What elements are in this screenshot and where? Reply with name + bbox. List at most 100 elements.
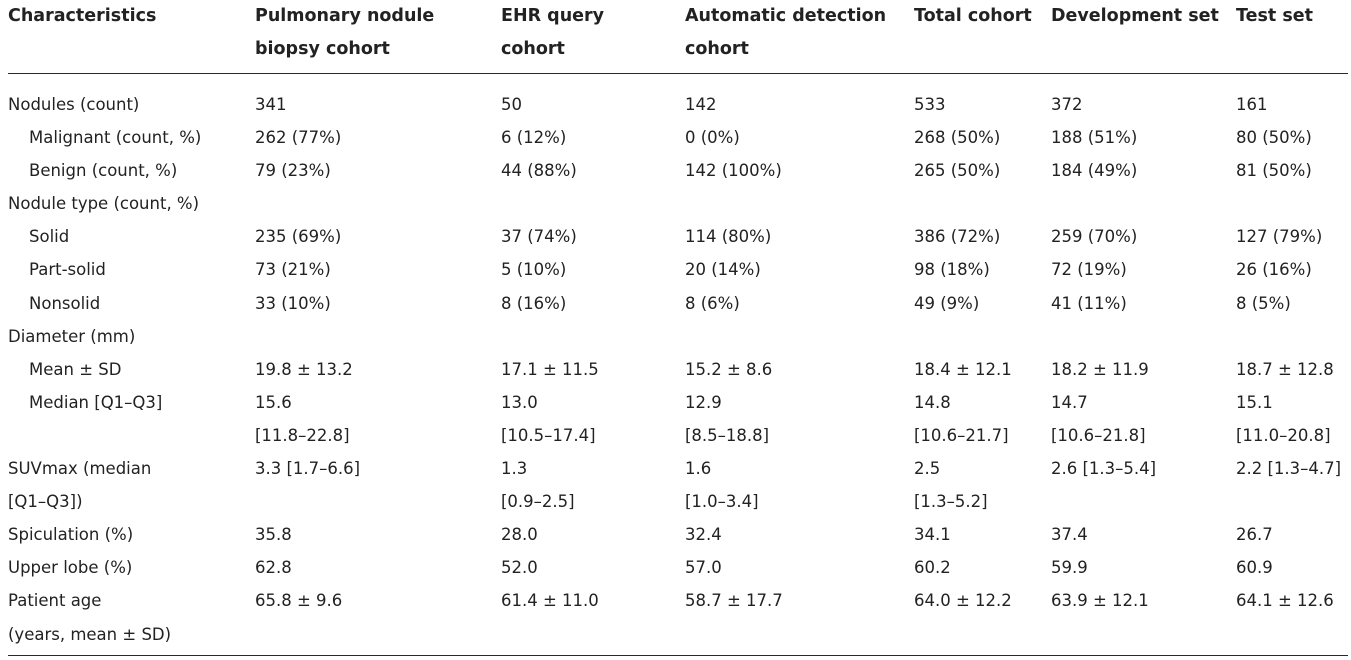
table-row: Diameter (mm) — [8, 320, 1348, 353]
header-development-set: Development set — [1051, 0, 1236, 66]
table-cell: 50 — [501, 88, 685, 121]
row-label: Mean ± SD — [8, 353, 255, 386]
table-cell: 26.7 — [1236, 518, 1348, 551]
row-label: Solid — [8, 220, 255, 253]
table-cell — [255, 187, 501, 220]
header-line: biopsy cohort — [255, 39, 390, 59]
cell-line: 372 — [1051, 95, 1083, 114]
cell-line: 57.0 — [685, 558, 722, 578]
row-label: Benign (count, %) — [8, 154, 255, 187]
cell-line: 18.7 ± 12.8 — [1236, 359, 1334, 379]
row-label-line: (years, mean ± SD) — [8, 624, 172, 644]
cell-line: 15.1 — [1236, 392, 1273, 412]
row-label: Upper lobe (%) — [8, 551, 255, 584]
cell-line: 114 (80%) — [685, 227, 772, 247]
cell-line: [10.5–17.4] — [501, 425, 596, 445]
cell-line: 50 — [501, 95, 522, 114]
cell-line: 386 (72%) — [914, 227, 1001, 247]
cell-line: 533 — [914, 95, 946, 114]
table-cell — [685, 320, 914, 353]
table-cell: 65.8 ± 9.6 — [255, 584, 501, 650]
cell-line: 72 (19%) — [1051, 260, 1127, 280]
row-label-line: Diameter (mm) — [8, 326, 136, 346]
table-cell: 2.6 [1.3–5.4] — [1051, 452, 1236, 518]
cell-line: 127 (79%) — [1236, 227, 1323, 247]
cell-line: 34.1 — [914, 525, 951, 545]
table-cell: 73 (21%) — [255, 253, 501, 286]
table-row: Benign (count, %) 79 (23%) 44 (88%) 142 (10… — [8, 154, 1348, 187]
row-label-line: [Q1–Q3]) — [8, 492, 83, 512]
table-cell: 63.9 ± 12.1 — [1051, 584, 1236, 650]
table-cell: 268 (50%) — [914, 121, 1051, 154]
cell-line: 341 — [255, 95, 287, 114]
cell-line: 15.6 — [255, 392, 292, 412]
header-biopsy-cohort: Pulmonary nodule biopsy cohort — [255, 0, 501, 66]
table-row: Malignant (count, %) 262 (77%) 6 (12%) 0 (0… — [8, 121, 1348, 154]
cell-line: [0.9–2.5] — [501, 492, 575, 512]
table-cell — [1051, 320, 1236, 353]
row-label: Nodules (count) — [8, 88, 255, 121]
table-cell: 12.9 [8.5–18.8] — [685, 386, 914, 452]
cell-line: 142 (100%) — [685, 161, 782, 181]
row-label: SUVmax (median [Q1–Q3]) — [8, 452, 255, 518]
cell-line: [11.8–22.8] — [255, 425, 350, 445]
row-label: Nodule type (count, %) — [8, 187, 255, 220]
cell-line: 15.2 ± 8.6 — [685, 359, 773, 379]
cell-line: 1.6 — [685, 459, 712, 479]
cell-line: 28.0 — [501, 525, 538, 545]
table-cell: 64.1 ± 12.6 — [1236, 584, 1348, 650]
row-label-line: Nodule type (count, %) — [8, 194, 200, 214]
header-test-set: Test set — [1236, 0, 1348, 66]
table-cell: 64.0 ± 12.2 — [914, 584, 1051, 650]
table-cell: 114 (80%) — [685, 220, 914, 253]
row-label-line: Patient age — [8, 591, 102, 611]
table-cell: 28.0 — [501, 518, 685, 551]
cell-line: 2.5 — [914, 459, 941, 479]
header-line: Pulmonary nodule — [255, 6, 435, 26]
header-line: Total cohort — [914, 6, 1032, 26]
cell-line: 63.9 ± 12.1 — [1051, 591, 1149, 611]
table-cell: 13.0 [10.5–17.4] — [501, 386, 685, 452]
table-cell: 0 (0%) — [685, 121, 914, 154]
row-label-line: Benign (count, %) — [29, 161, 178, 181]
cell-line: 184 (49%) — [1051, 161, 1138, 181]
table-row: Spiculation (%) 35.8 28.0 32.4 34.1 37.4 26.7 — [8, 518, 1348, 551]
table-row: Part-solid 73 (21%) 5 (10%) 20 (14%) 98 (18%… — [8, 253, 1348, 286]
table-cell: 98 (18%) — [914, 253, 1051, 286]
table-row: Nodule type (count, %) — [8, 187, 1348, 220]
table-cell: 52.0 — [501, 551, 685, 584]
cell-line: 64.1 ± 12.6 — [1236, 591, 1334, 611]
row-label-line: SUVmax (median — [8, 459, 152, 479]
table-cell: 41 (11%) — [1051, 287, 1236, 320]
cell-line: 3.3 [1.7–6.6] — [255, 459, 361, 479]
cell-line: [8.5–18.8] — [685, 425, 770, 445]
cell-line: 26.7 — [1236, 525, 1273, 545]
table-cell: 235 (69%) — [255, 220, 501, 253]
table-body: Nodules (count) 341 50 142 533 372 161 Malignan… — [8, 88, 1348, 651]
cell-line: 73 (21%) — [255, 260, 331, 280]
table-row: SUVmax (median [Q1–Q3]) 3.3 [1.7–6.6] 1.3 [0… — [8, 452, 1348, 518]
cell-line: 32.4 — [685, 525, 722, 545]
table-header: Characteristics Pulmonary nodule biopsy … — [8, 0, 1348, 66]
row-label: Part-solid — [8, 253, 255, 286]
table-cell: 60.2 — [914, 551, 1051, 584]
cell-line: 59.9 — [1051, 558, 1088, 578]
table-cell — [501, 187, 685, 220]
table-cell: 142 — [685, 88, 914, 121]
cell-line: 14.7 — [1051, 392, 1088, 412]
table-cell: 14.7 [10.6–21.8] — [1051, 386, 1236, 452]
table-cell: 34.1 — [914, 518, 1051, 551]
header-characteristics: Characteristics — [8, 0, 255, 66]
cell-line: 61.4 ± 11.0 — [501, 591, 599, 611]
table-cell: 81 (50%) — [1236, 154, 1348, 187]
table-cell: 18.7 ± 12.8 — [1236, 353, 1348, 386]
cell-line: 262 (77%) — [255, 128, 342, 148]
table-cell: 265 (50%) — [914, 154, 1051, 187]
cell-line: 268 (50%) — [914, 128, 1001, 148]
table-cell: 259 (70%) — [1051, 220, 1236, 253]
header-total-cohort: Total cohort — [914, 0, 1051, 66]
row-label: Patient age (years, mean ± SD) — [8, 584, 255, 650]
table-cell: 8 (16%) — [501, 287, 685, 320]
header-line: cohort — [685, 39, 749, 59]
table-cell — [914, 320, 1051, 353]
